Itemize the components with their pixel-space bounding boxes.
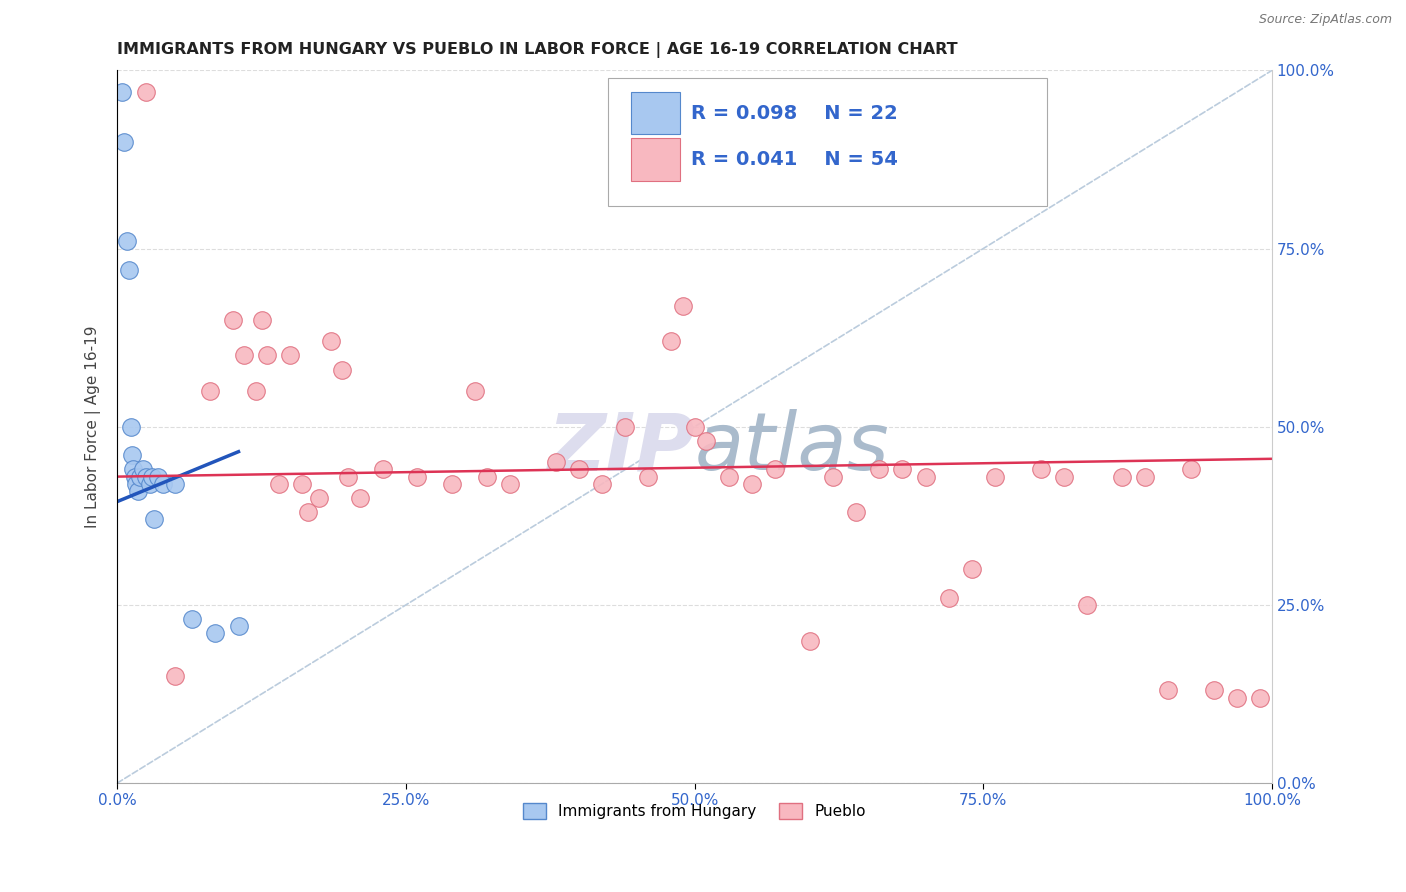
Point: [695, 434, 717, 448]
Point: [464, 384, 486, 398]
Point: [118, 263, 141, 277]
Point: [1226, 690, 1249, 705]
Point: [245, 384, 267, 398]
Text: atlas: atlas: [695, 409, 890, 487]
FancyBboxPatch shape: [607, 78, 1046, 206]
Point: [441, 476, 464, 491]
Point: [146, 469, 169, 483]
Text: R = 0.041    N = 54: R = 0.041 N = 54: [692, 150, 898, 169]
Point: [127, 483, 149, 498]
Point: [256, 349, 278, 363]
Text: ZIP: ZIP: [547, 409, 695, 487]
Point: [349, 491, 371, 505]
Legend: Immigrants from Hungary, Pueblo: Immigrants from Hungary, Pueblo: [517, 797, 872, 825]
Point: [181, 612, 204, 626]
Point: [406, 469, 429, 483]
Point: [672, 299, 695, 313]
Point: [337, 469, 360, 483]
Point: [204, 626, 226, 640]
Point: [222, 313, 245, 327]
Point: [984, 469, 1007, 483]
Point: [1111, 469, 1133, 483]
Point: [661, 334, 683, 349]
Point: [267, 476, 290, 491]
Point: [198, 384, 221, 398]
Point: [233, 349, 256, 363]
Point: [143, 512, 166, 526]
Point: [741, 476, 763, 491]
Point: [297, 505, 319, 519]
Point: [683, 419, 706, 434]
Point: [868, 462, 890, 476]
Text: Source: ZipAtlas.com: Source: ZipAtlas.com: [1258, 13, 1392, 27]
Text: R = 0.098    N = 22: R = 0.098 N = 22: [692, 103, 898, 123]
Point: [544, 455, 567, 469]
Point: [291, 476, 314, 491]
Point: [938, 591, 960, 605]
Point: [1029, 462, 1052, 476]
Point: [637, 469, 659, 483]
Point: [614, 419, 637, 434]
Point: [1053, 469, 1076, 483]
Point: [124, 469, 146, 483]
Point: [163, 476, 186, 491]
Point: [138, 476, 160, 491]
Point: [1076, 598, 1098, 612]
Point: [960, 562, 983, 576]
Y-axis label: In Labor Force | Age 16-19: In Labor Force | Age 16-19: [86, 326, 101, 528]
Point: [308, 491, 330, 505]
Point: [823, 469, 845, 483]
Point: [499, 476, 522, 491]
Point: [1204, 683, 1226, 698]
Text: IMMIGRANTS FROM HUNGARY VS PUEBLO IN LABOR FORCE | AGE 16-19 CORRELATION CHART: IMMIGRANTS FROM HUNGARY VS PUEBLO IN LAB…: [117, 42, 957, 58]
Point: [152, 476, 174, 491]
Point: [280, 349, 302, 363]
FancyBboxPatch shape: [631, 138, 679, 180]
Point: [129, 469, 152, 483]
Point: [111, 85, 134, 99]
Point: [891, 462, 914, 476]
Point: [591, 476, 613, 491]
Point: [371, 462, 394, 476]
Point: [914, 469, 936, 483]
Point: [250, 313, 273, 327]
Point: [845, 505, 868, 519]
Point: [475, 469, 498, 483]
Point: [125, 476, 148, 491]
Point: [120, 419, 142, 434]
Point: [332, 362, 354, 376]
Point: [799, 633, 821, 648]
Point: [135, 85, 157, 99]
Point: [1133, 469, 1156, 483]
FancyBboxPatch shape: [631, 92, 679, 134]
Point: [228, 619, 250, 633]
Point: [115, 235, 138, 249]
Point: [568, 462, 591, 476]
Point: [112, 135, 135, 149]
Point: [319, 334, 342, 349]
Point: [718, 469, 741, 483]
Point: [141, 469, 163, 483]
Point: [765, 462, 787, 476]
Point: [121, 448, 143, 462]
Point: [135, 469, 157, 483]
Point: [1249, 690, 1271, 705]
Point: [131, 462, 153, 476]
Point: [163, 669, 186, 683]
Point: [1157, 683, 1180, 698]
Point: [122, 462, 145, 476]
Point: [1180, 462, 1202, 476]
